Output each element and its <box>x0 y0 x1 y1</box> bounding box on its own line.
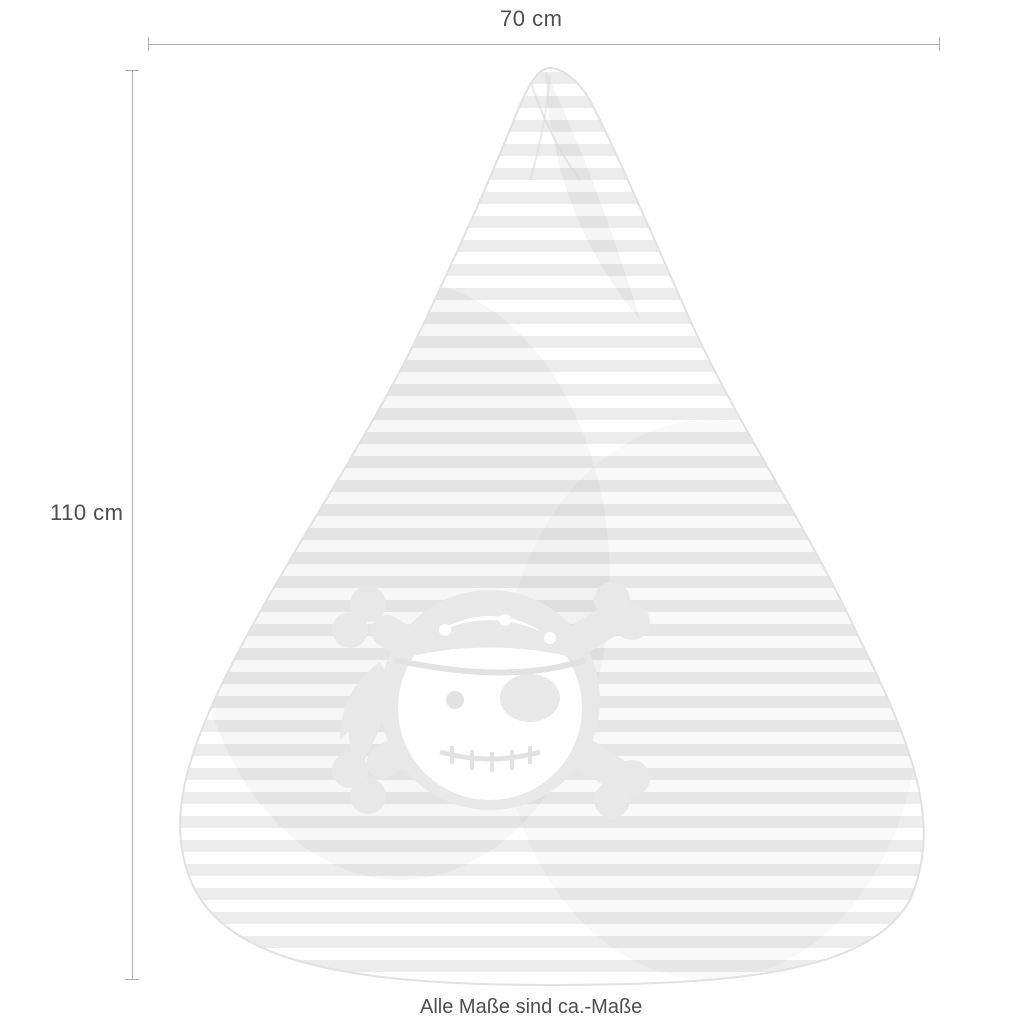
beanbag-product-image <box>150 60 940 990</box>
width-dim-line <box>148 44 940 45</box>
width-label: 70 cm <box>500 6 562 32</box>
height-tick-top <box>125 70 139 71</box>
width-tick-left <box>148 37 149 51</box>
height-tick-bottom <box>125 979 139 980</box>
height-label: 110 cm <box>50 500 124 526</box>
height-dim-line <box>132 70 133 980</box>
dimensions-footnote: Alle Maße sind ca.-Maße <box>420 996 642 1019</box>
width-tick-right <box>939 37 940 51</box>
